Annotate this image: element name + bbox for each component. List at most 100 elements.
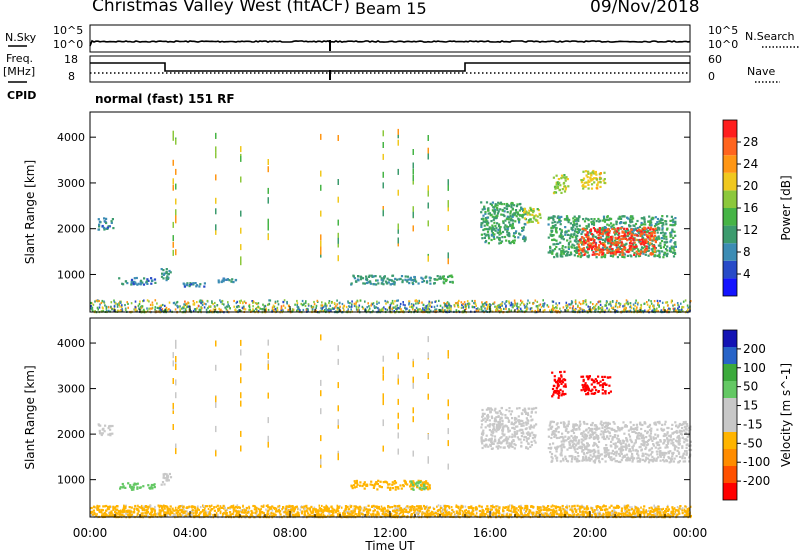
velocity-ground-cell [279, 510, 282, 513]
velocity-ground-cell [344, 511, 347, 514]
power-feature-cell [645, 228, 648, 231]
power-ground-cell [471, 299, 474, 303]
power-ground-cell [608, 303, 610, 306]
power-feature-cell [585, 174, 588, 177]
power-feature-cell [564, 188, 567, 191]
power-ground-cell [418, 301, 421, 304]
velocity-ground-cell [546, 506, 549, 509]
power-feature-cell [623, 227, 626, 230]
power-feature-cell [663, 237, 666, 240]
power-ground-cell [636, 306, 638, 309]
velocity-feature-cell [142, 485, 145, 488]
power-feature-cell [657, 254, 660, 257]
power-feature-cell [577, 249, 580, 252]
power-feature-cell [598, 178, 602, 181]
power-feature-cell [673, 252, 677, 255]
power-ground-cell [465, 304, 468, 307]
power-ground-cell [453, 304, 456, 307]
velocity-ground-cell [260, 505, 263, 508]
power-feature-cell [165, 268, 168, 271]
power-ground-cell [274, 300, 277, 303]
velocity-ground-cell [460, 507, 462, 510]
power-feature-cell [636, 219, 639, 223]
power-feature-cell [637, 231, 640, 234]
power-feature-cell [590, 238, 593, 241]
power-ground-cell [463, 309, 465, 312]
power-ground-cell [149, 303, 152, 306]
power-ground-cell [376, 302, 378, 305]
velocity-ground-cell [455, 505, 457, 508]
power-feature-cell [391, 282, 394, 285]
velocity-ground-cell [166, 514, 169, 517]
power-feature-cell [577, 243, 580, 246]
power-feature-cell [575, 230, 578, 234]
power-feature-cell [631, 249, 634, 252]
power-feature-cell [522, 213, 525, 216]
power-feature-cell [105, 217, 108, 220]
power-ground-cell [250, 310, 253, 313]
velocity-feature-cell [411, 483, 415, 486]
velocity-ground-cell [217, 509, 219, 512]
power-feature-cell [657, 235, 660, 238]
velocity-ground-cell [320, 512, 323, 516]
velocity-ground-cell [336, 515, 339, 518]
power-feature-cell [162, 269, 165, 272]
power-feature-cell [665, 228, 669, 231]
power-ground-cell [333, 302, 336, 305]
power-ground-cell [373, 306, 376, 309]
velocity-feature-cell [424, 486, 427, 490]
velocity-feature-cell [350, 485, 353, 488]
velocity-ground-cell [145, 513, 147, 516]
power-ground-cell [567, 309, 569, 312]
power-ground-cell [428, 300, 431, 303]
freq-tick-bottom: 8 [68, 70, 75, 83]
power-feature-cell [97, 228, 100, 231]
power-feature-cell [636, 239, 639, 242]
power-feature-cell [136, 283, 139, 286]
power-ground-cell [408, 302, 410, 305]
power-feature-cell [548, 217, 552, 220]
power-feature-cell [652, 250, 655, 254]
power-feature-cell [589, 228, 593, 231]
power-feature-cell [586, 176, 589, 179]
power-feature-cell [591, 253, 594, 256]
power-feature-cell [442, 278, 445, 281]
power-feature-cell [518, 209, 521, 212]
power-ground-cell [329, 304, 331, 307]
power-feature-cell [165, 272, 168, 275]
velocity-ground-cell [328, 512, 330, 515]
power-ground-cell [364, 300, 366, 303]
power-ground-cell [262, 308, 264, 311]
velocity-ground-cell [429, 506, 431, 509]
power-ground-cell [386, 308, 389, 311]
power-feature-cell [599, 172, 602, 175]
velocity-ground-cell [120, 515, 123, 518]
power-feature-cell [530, 208, 533, 211]
power-feature-cell [623, 232, 626, 236]
velocity-feature-cell [119, 487, 122, 490]
power-ground-cell [642, 310, 645, 313]
power-ground-cell [475, 304, 477, 307]
power-ground-cell [400, 308, 402, 311]
power-ground-cell [480, 305, 483, 308]
velocity-feature-cell [393, 480, 396, 483]
power-feature-cell [532, 208, 535, 211]
power-feature-cell [132, 281, 136, 284]
power-feature-cell [603, 242, 606, 245]
power-ground-cell [426, 304, 429, 307]
velocity-feature-cell [138, 486, 141, 489]
power-feature-cell [618, 253, 621, 256]
power-feature-cell [656, 254, 659, 257]
power-feature-cell [162, 273, 165, 276]
power-ground-cell [193, 303, 196, 306]
power-feature-cell [490, 233, 493, 236]
power-ground-cell [205, 308, 208, 311]
power-ground-cell [349, 305, 351, 308]
power-feature-cell [506, 202, 509, 206]
power-feature-cell [447, 275, 450, 278]
power-feature-cell [582, 218, 585, 221]
velocity-feature-cell [413, 483, 416, 486]
velocity-ground-cell [256, 506, 258, 510]
power-feature-cell [217, 279, 220, 282]
power-ground-cell [512, 306, 514, 309]
